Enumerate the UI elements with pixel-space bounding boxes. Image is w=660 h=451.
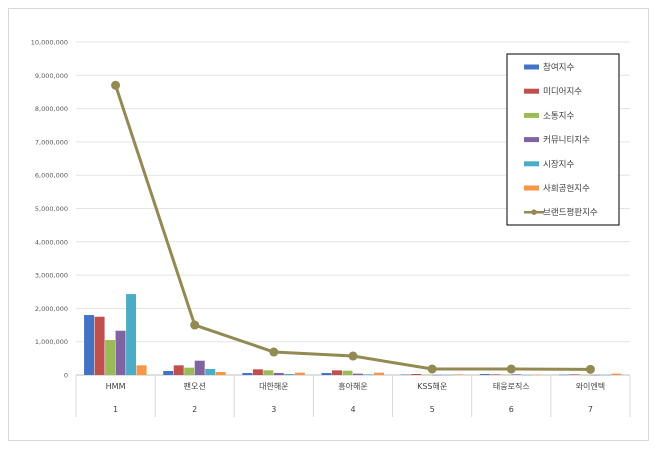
bar — [105, 340, 116, 375]
legend-swatch — [524, 137, 539, 143]
bar — [136, 365, 147, 375]
bar — [284, 374, 295, 375]
line-series — [111, 80, 595, 374]
bar — [611, 373, 622, 375]
bar — [490, 374, 501, 375]
line-point — [506, 364, 516, 374]
x-rank-label: 4 — [350, 405, 355, 414]
bar — [205, 369, 216, 375]
legend-label: 사회공헌지수 — [543, 184, 590, 194]
line-point — [111, 80, 121, 90]
bar — [163, 371, 174, 375]
legend-label: 시장지수 — [543, 159, 574, 170]
y-tick-label: 4,000,000 — [35, 238, 68, 246]
y-tick-label: 0 — [64, 372, 68, 380]
bar — [115, 330, 126, 375]
y-tick-label: 1,000,000 — [35, 338, 68, 346]
legend-swatch — [524, 185, 539, 191]
x-category-label: 팬오션 — [184, 381, 206, 391]
bar — [363, 374, 374, 375]
bar — [374, 372, 384, 375]
line-point — [585, 364, 595, 374]
bar — [432, 374, 443, 376]
bar — [579, 374, 590, 376]
bar — [442, 374, 453, 376]
y-tick-label: 9,000,000 — [35, 72, 68, 80]
line-point — [190, 320, 200, 330]
bar — [511, 374, 522, 375]
x-category-label: 대한해운 — [259, 381, 288, 391]
bar-series — [84, 294, 622, 376]
bar — [294, 372, 305, 375]
x-rank-label: 2 — [192, 405, 197, 414]
bar — [400, 374, 411, 376]
line-point — [348, 351, 358, 361]
bar — [342, 370, 353, 375]
bar — [252, 369, 263, 375]
bar — [479, 374, 490, 375]
bar — [411, 374, 422, 375]
legend-swatch — [524, 64, 539, 70]
y-tick-label: 8,000,000 — [35, 105, 68, 113]
bar — [590, 374, 601, 376]
bar — [353, 373, 363, 375]
bar — [421, 374, 432, 376]
x-rank-label: 6 — [509, 405, 514, 414]
bar — [500, 374, 511, 376]
bar — [215, 372, 226, 375]
legend-swatch — [524, 88, 539, 94]
bar — [569, 374, 580, 375]
line-point — [269, 347, 279, 357]
y-tick-label: 5,000,000 — [35, 205, 68, 213]
legend-label: 소통지수 — [543, 111, 574, 121]
bar — [521, 374, 532, 376]
bar — [600, 374, 611, 376]
bar — [173, 365, 184, 375]
bar — [332, 370, 342, 375]
bar — [532, 374, 543, 376]
legend-swatch — [524, 112, 539, 118]
line-point — [427, 364, 437, 374]
y-tick-label: 2,000,000 — [35, 305, 68, 313]
bar — [273, 373, 284, 375]
bar — [94, 316, 105, 375]
legend-point-swatch — [531, 209, 537, 215]
x-category-label: 태웅로직스 — [493, 381, 530, 391]
bar — [84, 315, 95, 375]
legend-label: 커뮤니티지수 — [543, 135, 590, 146]
bar — [242, 373, 253, 375]
x-rank-label: 3 — [271, 405, 276, 414]
bar — [558, 374, 569, 376]
bar — [194, 360, 205, 375]
bar — [126, 294, 137, 375]
y-tick-label: 7,000,000 — [35, 138, 68, 146]
brand-reputation-chart: 0 1,000,000 2,000,000 3,000,000 4,000,000 5,0… — [31, 39, 631, 417]
x-category-label: 흥아해운 — [338, 381, 367, 391]
x-category-label: KSS해운 — [417, 381, 447, 391]
y-tick-label: 10,000,000 — [31, 39, 68, 47]
chart-frame: 0 1,000,000 2,000,000 3,000,000 4,000,000 5,0… — [8, 8, 649, 441]
bar — [321, 373, 332, 375]
y-tick-label: 3,000,000 — [35, 272, 68, 280]
bar — [184, 367, 195, 375]
y-tick-label: 6,000,000 — [35, 172, 68, 180]
legend-label: 브랜드평판지수 — [543, 207, 598, 218]
bar — [263, 370, 274, 375]
x-category-label: HMM — [106, 382, 126, 391]
legend-label: 참여지수 — [543, 62, 574, 73]
x-axis-labels: HMM 1 팬오션 2 대한해운 3 흥아해운 4 KSS해운 5 태웅로직스 6 와이엔텍 7 — [75, 375, 631, 417]
x-category-label: 와이엔텍 — [576, 381, 605, 391]
x-rank-label: 5 — [430, 405, 435, 414]
legend-label: 미디어지수 — [543, 86, 582, 97]
x-rank-label: 1 — [113, 405, 118, 414]
bar — [453, 374, 464, 375]
legend-swatch — [524, 161, 539, 167]
y-axis-tick-labels: 0 1,000,000 2,000,000 3,000,000 4,000,000 5,0… — [31, 39, 68, 380]
x-rank-label: 7 — [588, 405, 593, 414]
